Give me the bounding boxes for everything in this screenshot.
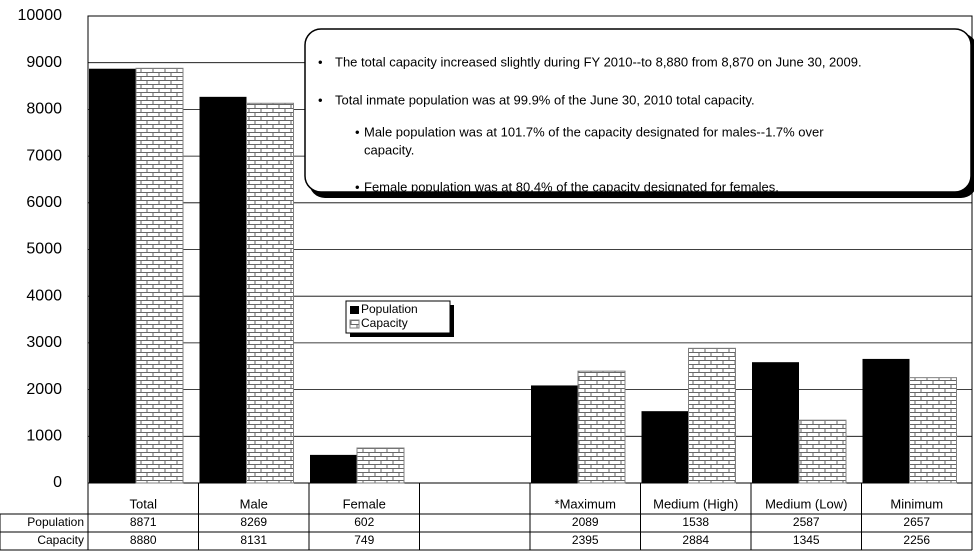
y-tick-label: 8000	[26, 101, 62, 118]
table-value: 8269	[240, 515, 267, 529]
annotation-bullet: •	[355, 124, 360, 139]
legend-label: Population	[361, 302, 418, 316]
table-row-label: Population	[27, 515, 84, 529]
y-tick-label: 4000	[26, 287, 62, 304]
annotation-box	[304, 28, 972, 193]
annotation: Female population was at 80.4% of the ca…	[364, 179, 779, 194]
table-value: 1538	[682, 515, 709, 529]
x-tick-label: Female	[343, 496, 386, 511]
x-tick-label: Medium (High)	[653, 496, 738, 511]
table-value: 2089	[572, 515, 599, 529]
table-value: 2884	[682, 533, 709, 547]
bar	[135, 67, 184, 484]
table-value: 2395	[572, 533, 599, 547]
annotation: The total capacity increased slightly du…	[335, 54, 862, 69]
bar	[641, 411, 689, 483]
table-value: 8131	[240, 533, 267, 547]
bar	[89, 68, 136, 483]
table-value: 1345	[793, 533, 820, 547]
table-row-label: Capacity	[37, 533, 84, 547]
x-tick-label: *Maximum	[555, 496, 616, 511]
annotation-bullet: •	[355, 179, 360, 194]
y-tick-label: 5000	[26, 241, 62, 258]
legend	[345, 300, 451, 334]
annotation: Male population was at 101.7% of the cap…	[364, 124, 824, 139]
bar	[688, 347, 736, 484]
y-tick-label: 0	[53, 474, 62, 491]
y-tick-label: 7000	[26, 147, 62, 164]
table-value: 2657	[903, 515, 930, 529]
bar	[577, 370, 626, 484]
legend-swatch	[350, 306, 359, 314]
bar	[909, 377, 957, 484]
bar	[310, 454, 357, 483]
table-value: 2256	[903, 533, 930, 547]
x-tick-label: Total	[130, 496, 158, 511]
bar	[752, 362, 799, 483]
y-tick-label: 2000	[26, 381, 62, 398]
x-tick-label: Minimum	[890, 496, 943, 511]
bar	[246, 102, 294, 484]
legend-label: Capacity	[361, 316, 408, 330]
annotation: Total inmate population was at 99.9% of …	[335, 92, 755, 107]
legend-swatch	[349, 319, 360, 329]
bar	[531, 385, 578, 483]
bar	[199, 96, 247, 483]
table-value: 8871	[130, 515, 157, 529]
y-tick-label: 3000	[26, 334, 62, 351]
annotation-bullet: •	[318, 54, 323, 69]
annotation-bullet: •	[318, 92, 323, 107]
table-value: 749	[354, 533, 374, 547]
bar	[356, 447, 405, 484]
table-value: 8880	[130, 533, 157, 547]
y-tick-label: 1000	[26, 428, 62, 445]
bar	[798, 419, 847, 484]
y-tick-label: 10000	[18, 7, 63, 24]
y-tick-label: 6000	[26, 194, 62, 211]
table-value: 602	[354, 515, 374, 529]
x-tick-label: Male	[240, 496, 268, 511]
y-tick-label: 9000	[26, 54, 62, 71]
annotation: capacity.	[364, 142, 414, 157]
table-value: 2587	[793, 515, 820, 529]
x-tick-label: Medium (Low)	[765, 496, 847, 511]
bar	[862, 358, 910, 483]
